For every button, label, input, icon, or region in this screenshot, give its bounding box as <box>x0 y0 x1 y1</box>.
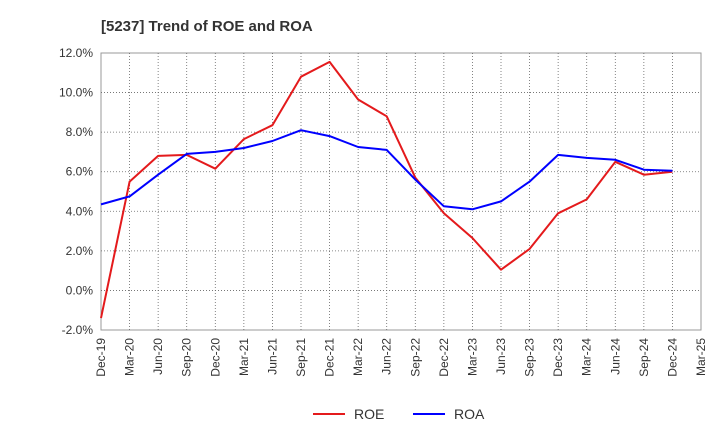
x-tick-label: Dec-20 <box>208 338 222 377</box>
series-group <box>100 60 673 319</box>
y-tick-label: 10.0% <box>59 86 93 100</box>
x-tick-label: Dec-21 <box>323 338 337 377</box>
x-tick-label: Mar-22 <box>351 338 365 376</box>
x-tick-label: Jun-22 <box>380 338 394 375</box>
x-tick-label: Jun-23 <box>494 338 508 375</box>
x-tick-label: Mar-23 <box>465 338 479 376</box>
x-tick-label: Jun-21 <box>265 338 279 375</box>
y-tick-label: 8.0% <box>66 125 94 139</box>
x-tick-label: Mar-21 <box>237 338 251 376</box>
legend: ROE ROA <box>313 406 485 422</box>
series-line-roa <box>100 129 673 211</box>
x-tick-label: Mar-24 <box>580 338 594 376</box>
plot-area <box>100 52 702 331</box>
x-tick-label: Sep-23 <box>523 338 537 377</box>
plot-frame <box>100 52 702 331</box>
x-tick-label: Mar-20 <box>123 338 137 376</box>
legend-label-roe: ROE <box>354 406 384 422</box>
series-line-roe <box>100 60 673 319</box>
x-tick-label: Mar-25 <box>694 338 708 376</box>
y-axis: -2.0% 0.0% 2.0% 4.0% 6.0% 8.0% 10.0% 12.0% <box>59 46 93 337</box>
x-tick-label: Sep-22 <box>408 338 422 377</box>
y-tick-label: 4.0% <box>66 204 94 218</box>
x-tick-label: Dec-19 <box>94 338 108 377</box>
x-tick-label: Sep-20 <box>180 338 194 377</box>
x-tick-label: Dec-22 <box>437 338 451 377</box>
x-axis: Dec-19 Mar-20 Jun-20 Sep-20 Dec-20 Mar-21 Jun-… <box>94 338 708 377</box>
x-tick-label: Jun-20 <box>151 338 165 375</box>
x-tick-label: Jun-24 <box>608 338 622 375</box>
y-tick-label: 12.0% <box>59 46 93 60</box>
y-tick-label: -2.0% <box>62 323 94 337</box>
x-tick-label: Dec-23 <box>551 338 565 377</box>
y-tick-label: 0.0% <box>66 283 94 297</box>
y-tick-label: 2.0% <box>66 244 94 258</box>
x-tick-label: Sep-21 <box>294 338 308 377</box>
chart-title: [5237] Trend of ROE and ROA <box>101 18 313 35</box>
grid <box>101 53 701 330</box>
x-tick-label: Dec-24 <box>665 338 679 377</box>
x-tick-label: Sep-24 <box>637 338 651 377</box>
legend-label-roa: ROA <box>454 406 485 422</box>
y-tick-label: 6.0% <box>66 165 94 179</box>
